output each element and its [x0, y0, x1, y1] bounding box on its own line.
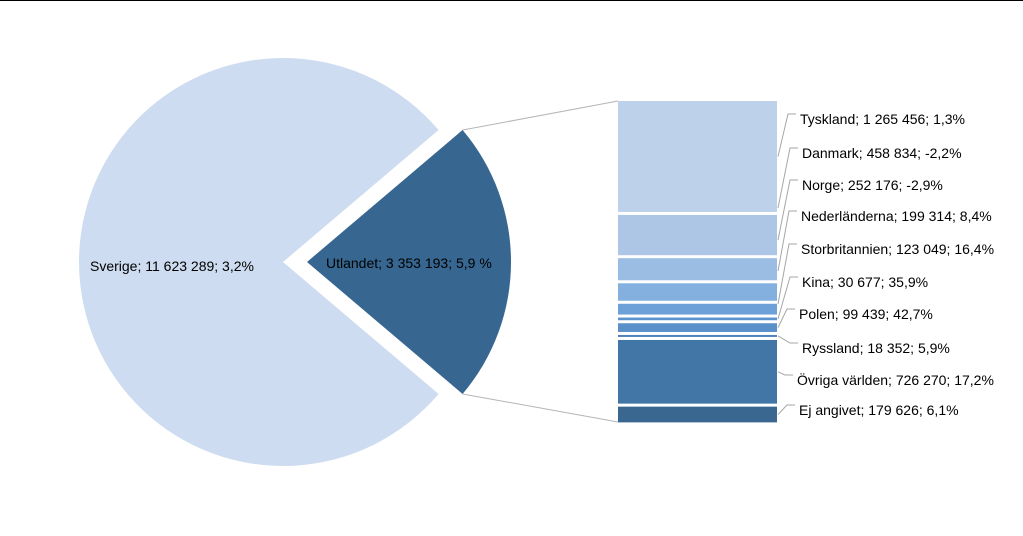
- leader-line-tyskland: [777, 113, 796, 157]
- data-labels: Sverige; 11 623 289; 3,2% Utlandet; 3 353…: [90, 111, 994, 418]
- bar-segment-ovriga-varlden: [618, 339, 777, 404]
- pie-slice-utlandet: [307, 130, 511, 394]
- bar-segment-nederlanderna: [618, 283, 777, 301]
- bar-segment-ryssland: [618, 334, 777, 337]
- leader-line-danmark: [777, 147, 798, 209]
- bar-label-ovriga-varlden: Övriga världen; 726 270; 17,2%: [797, 371, 994, 388]
- leader-line-nederlanderna: [777, 210, 797, 272]
- bar-label-storbritannien: Storbritannien; 123 049; 16,4%: [801, 241, 994, 257]
- leader-line-kina: [777, 276, 798, 320]
- bar-segment-storbritannien: [618, 303, 777, 315]
- pie: [79, 57, 511, 466]
- bar-label-kina: Kina; 30 677; 35,9%: [802, 274, 928, 290]
- bar-label-ej-angivet: Ej angivet; 179 626; 6,1%: [799, 402, 959, 418]
- pie-slice-sverige: [79, 57, 439, 466]
- bar-segment-ej-angivet: [618, 406, 777, 423]
- top-border: [0, 0, 1023, 1]
- leader-line-norge: [777, 179, 798, 241]
- bar-segment-norge: [618, 258, 777, 281]
- bar-label-danmark: Danmark; 458 834; -2,2%: [802, 145, 962, 161]
- bar-label-polen: Polen; 99 439; 42,7%: [799, 306, 933, 322]
- leader-line-storbritannien: [777, 243, 797, 305]
- connector-line-top: [462, 100, 619, 131]
- bar-segment-polen: [618, 323, 777, 332]
- bar-label-nederlanderna: Nederländerna; 199 314; 8,4%: [801, 208, 992, 224]
- connector-line-bottom: [462, 393, 619, 423]
- leader-line-ej-angivet: [777, 404, 795, 415]
- leader-line-ovriga-varlden: [777, 371, 793, 376]
- leader-line-polen: [777, 308, 795, 328]
- leader-line-ryssland: [777, 335, 798, 344]
- bar-label-ryssland: Ryssland; 18 352; 5,9%: [802, 340, 950, 356]
- bar-segment-tyskland: [618, 101, 777, 212]
- leader-lines: [777, 113, 798, 415]
- connector-lines: [462, 100, 619, 423]
- stacked-bar: [618, 101, 777, 423]
- pie-label-sverige: Sverige; 11 623 289; 3,2%: [90, 258, 254, 274]
- bar-label-tyskland: Tyskland; 1 265 456; 1,3%: [800, 111, 965, 127]
- bar-segment-kina: [618, 317, 777, 321]
- pie-label-utlandet: Utlandet; 3 353 193; 5,9 %: [326, 255, 492, 271]
- bar-label-norge: Norge; 252 176; -2,9%: [802, 177, 943, 193]
- bar-segment-danmark: [618, 214, 777, 256]
